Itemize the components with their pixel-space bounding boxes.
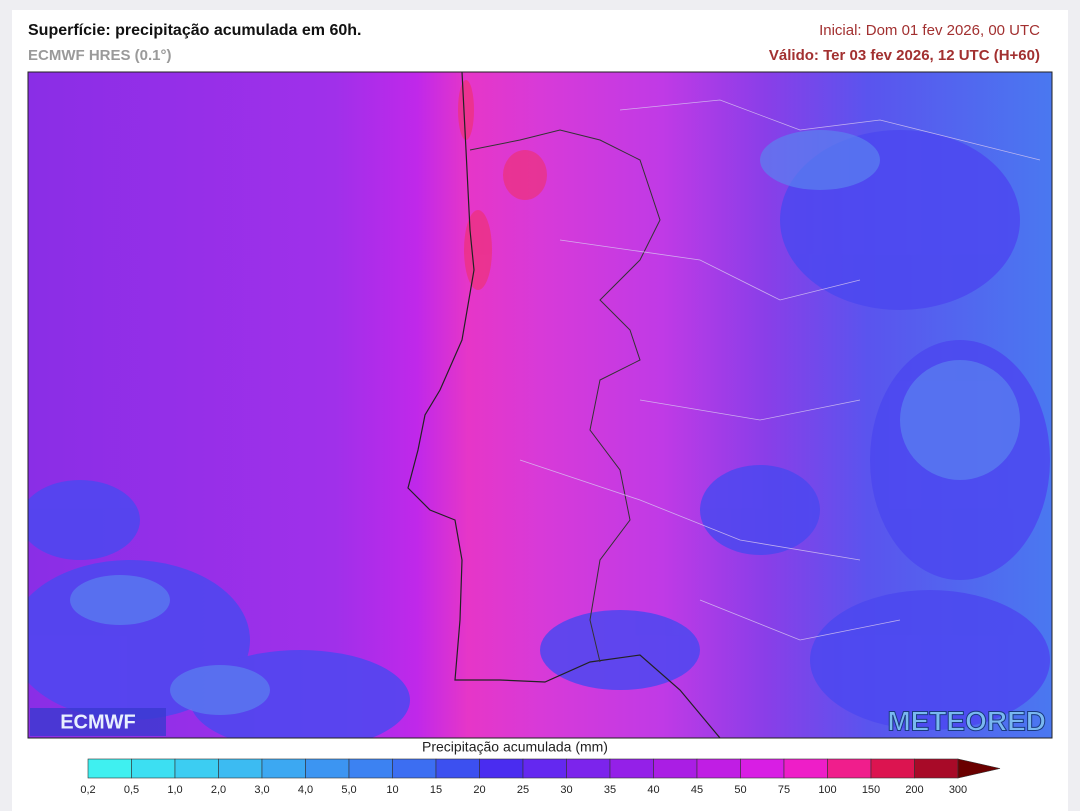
colorbar-box — [870, 758, 915, 779]
colorbar-box — [566, 758, 611, 779]
colorbar-label: 15 — [430, 784, 442, 796]
colorbar-label: 45 — [691, 784, 703, 796]
coastline — [407, 72, 721, 738]
map: ECMWF METEORED — [28, 72, 1052, 738]
colorbar-label: 25 — [517, 784, 529, 796]
colorbar-box — [740, 758, 785, 779]
colorbar-arrow — [957, 758, 1001, 779]
colorbar-label: 75 — [778, 784, 790, 796]
colorbar-box — [435, 758, 480, 779]
title: Superfície: precipitação acumulada em 60… — [28, 22, 361, 39]
colorbar-box — [305, 758, 350, 779]
colorbar-label: 30 — [560, 784, 572, 796]
colorbar-label: 3,0 — [254, 784, 269, 796]
colorbar-label: 100 — [818, 784, 836, 796]
colorbar-box — [392, 758, 437, 779]
colorbar-label: 40 — [647, 784, 659, 796]
colorbar-box — [522, 758, 567, 779]
colorbar-label: 0,5 — [124, 784, 139, 796]
logo-left: ECMWF — [60, 711, 136, 733]
colorbar-label: 300 — [949, 784, 967, 796]
border — [469, 129, 661, 663]
high-precip-areas — [458, 80, 547, 290]
colorbar-box — [218, 758, 263, 779]
colorbar-label: 2,0 — [211, 784, 226, 796]
colorbar-box — [261, 758, 306, 779]
lightest-areas — [70, 130, 1020, 715]
colorbar-title: Precipitação acumulada (mm) — [422, 739, 608, 755]
logo-left-box — [30, 708, 166, 736]
valid-time: Válido: Ter 03 fev 2026, 12 UTC (H+60) — [769, 47, 1040, 64]
colorbar-box — [653, 758, 698, 779]
colorbar-label: 35 — [604, 784, 616, 796]
colorbar-box — [131, 758, 176, 779]
colorbar-label: 200 — [905, 784, 923, 796]
colorbar: 0,2 0,5 1,0 2,0 3,0 4,0 5,0 10 15 20 25 30 35 40 45 50 7… — [80, 758, 1001, 796]
regions — [519, 99, 1041, 641]
model: ECMWF HRES (0.1°) — [28, 47, 172, 64]
colorbar-label: 150 — [862, 784, 880, 796]
colorbar-box — [348, 758, 393, 779]
map-frame — [27, 71, 1053, 739]
colorbar-box — [914, 758, 959, 779]
colorbar-box — [609, 758, 654, 779]
colorbar-label: 1,0 — [167, 784, 182, 796]
colorbar-box — [479, 758, 524, 779]
logo-right: METEORED — [887, 705, 1046, 736]
colorbar-box — [174, 758, 219, 779]
colorbar-label: 0,2 — [80, 784, 95, 796]
colorbar-box — [827, 758, 872, 779]
colorbar-label: 10 — [386, 784, 398, 796]
initial-time: Inicial: Dom 01 fev 2026, 00 UTC — [819, 22, 1040, 39]
colorbar-label: 20 — [473, 784, 485, 796]
colorbar-label: 50 — [734, 784, 746, 796]
colorbar-label: 4,0 — [298, 784, 313, 796]
colorbar-box — [696, 758, 741, 779]
colorbar-label: 5,0 — [341, 784, 356, 796]
colorbar-box — [783, 758, 828, 779]
colorbar-box — [87, 758, 132, 779]
